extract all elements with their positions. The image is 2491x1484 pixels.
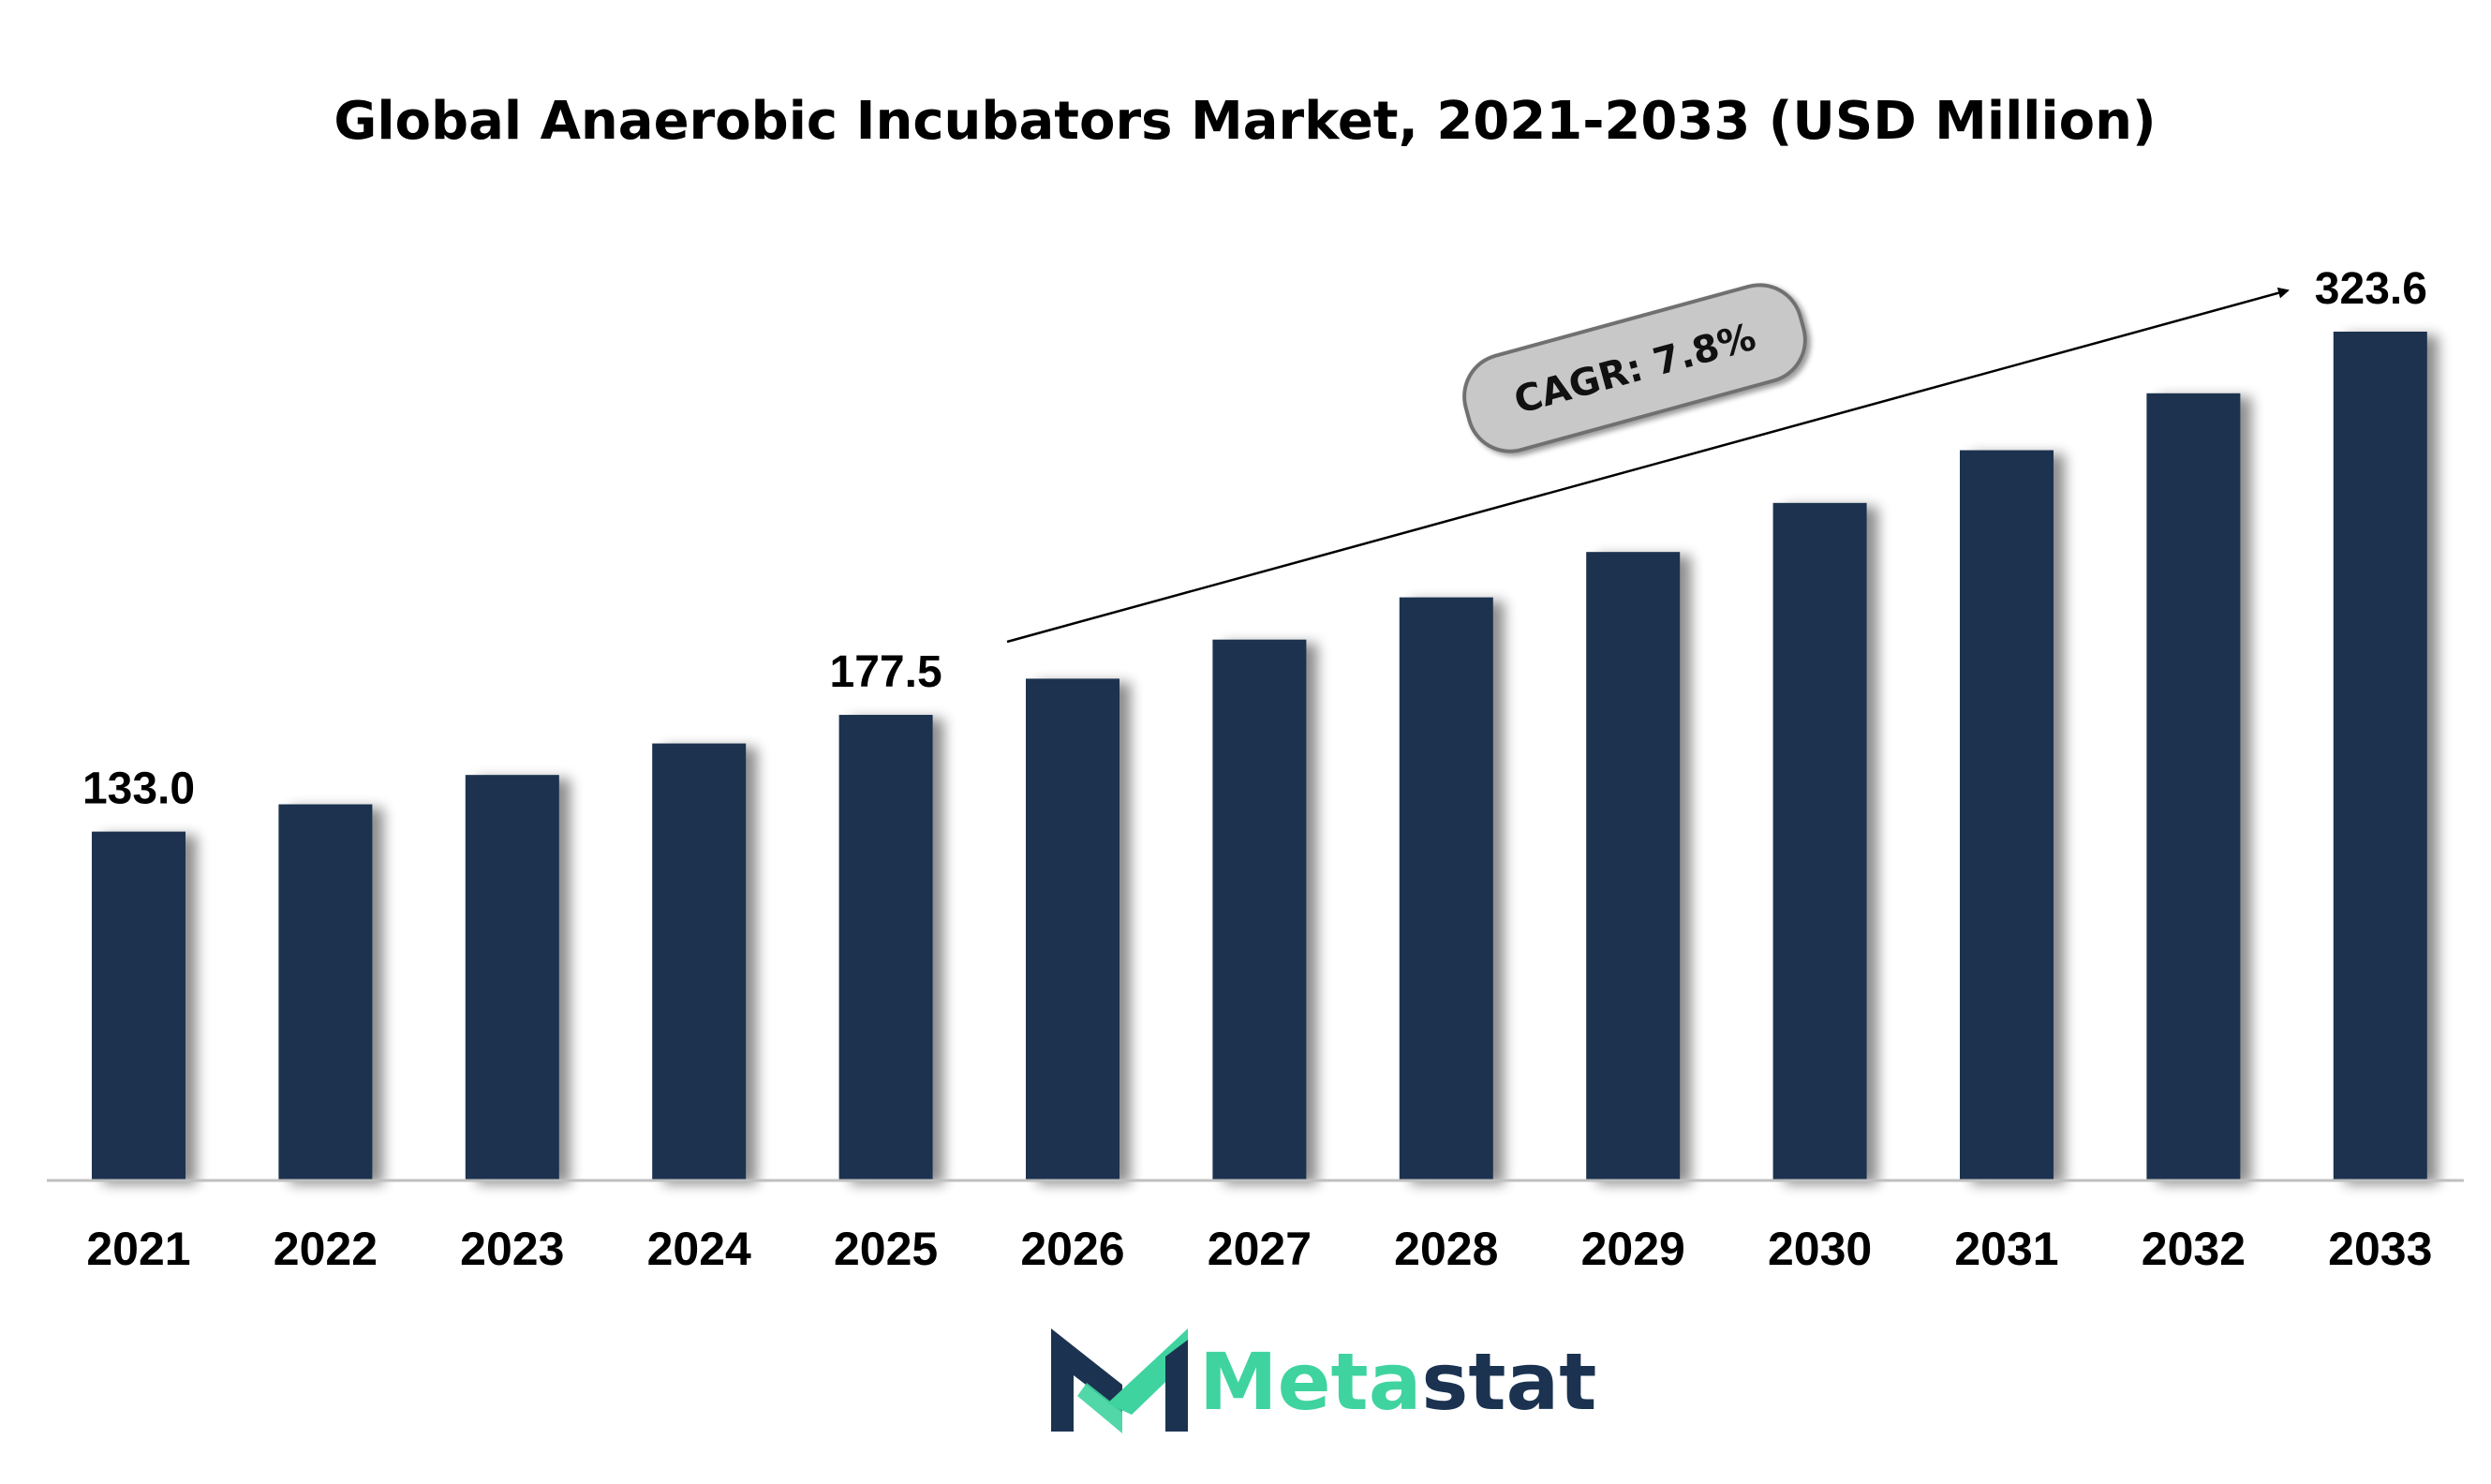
x-tick-2021: 2021 xyxy=(86,1223,190,1275)
bar-2025 xyxy=(838,715,933,1180)
logo: Metastat xyxy=(1051,1328,1596,1433)
x-tick-2030: 2030 xyxy=(1768,1223,1872,1275)
cagr-arrow xyxy=(1006,287,2290,644)
logo-text-meta: Meta xyxy=(1199,1336,1421,1428)
logo-text-stat: stat xyxy=(1421,1336,1596,1428)
bar-2027 xyxy=(1212,639,1307,1180)
x-tick-2022: 2022 xyxy=(274,1223,378,1275)
x-tick-2023: 2023 xyxy=(460,1223,564,1275)
x-tick-2024: 2024 xyxy=(647,1223,751,1275)
bars xyxy=(92,332,2427,1180)
data-labels: 133.0 177.5 323.6 xyxy=(82,264,2427,814)
x-axis-ticks: 2021 2022 2023 2024 2025 2026 2027 2028 2029 2030… xyxy=(86,1223,2432,1275)
bar-2033 xyxy=(2333,332,2427,1180)
data-label-2025: 177.5 xyxy=(830,647,942,697)
x-tick-2032: 2032 xyxy=(2142,1223,2246,1275)
bar-2026 xyxy=(1026,678,1119,1180)
x-tick-2031: 2031 xyxy=(1954,1223,2058,1275)
cagr-badge: CAGR: 7.8% xyxy=(1462,283,1807,453)
chart-title: Global Anaerobic Incubators Market, 2021… xyxy=(334,91,2156,152)
bar-2021 xyxy=(92,831,185,1180)
x-tick-2029: 2029 xyxy=(1581,1223,1685,1275)
x-tick-2026: 2026 xyxy=(1020,1223,1124,1275)
bar-2028 xyxy=(1399,597,1493,1180)
bar-2023 xyxy=(465,775,559,1180)
x-tick-2027: 2027 xyxy=(1208,1223,1312,1275)
bar-2022 xyxy=(278,804,373,1180)
bar-2032 xyxy=(2146,393,2241,1180)
bar-2029 xyxy=(1586,552,1681,1180)
bar-2024 xyxy=(652,743,747,1180)
data-label-2033: 323.6 xyxy=(2315,264,2427,314)
x-tick-2025: 2025 xyxy=(834,1223,938,1275)
x-tick-2028: 2028 xyxy=(1394,1223,1498,1275)
bar-2030 xyxy=(1772,502,1867,1180)
x-tick-2033: 2033 xyxy=(2328,1223,2432,1275)
bar-2031 xyxy=(1960,450,2054,1180)
data-label-2021: 133.0 xyxy=(82,764,195,814)
metastat-m-logo-icon xyxy=(1051,1328,1188,1433)
logo-wordmark: Metastat xyxy=(1199,1336,1596,1428)
